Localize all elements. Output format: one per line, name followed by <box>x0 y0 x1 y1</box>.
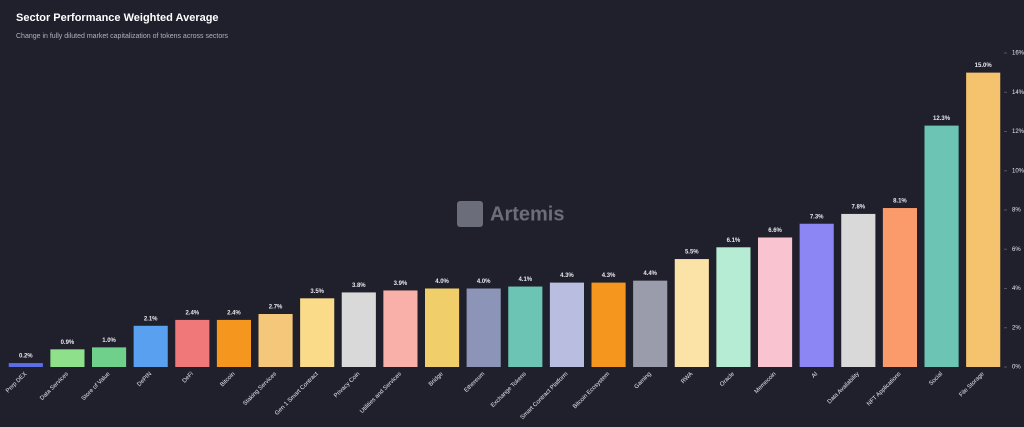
bar <box>341 292 376 367</box>
value-label: 4.1% <box>518 277 532 283</box>
bar <box>91 347 127 367</box>
value-label: 3.8% <box>352 283 366 289</box>
bar <box>549 282 585 367</box>
bar <box>633 280 668 367</box>
bar <box>133 325 168 367</box>
bar <box>8 363 43 367</box>
bar <box>674 259 709 367</box>
value-label: 1.0% <box>102 338 116 344</box>
bar <box>966 72 1001 367</box>
bar <box>175 319 210 367</box>
y-tick-label: 12% <box>1012 129 1024 135</box>
bar <box>258 314 293 367</box>
bar <box>591 282 626 367</box>
chart-title: Sector Performance Weighted Average <box>16 12 219 24</box>
y-tick-label: 4% <box>1012 286 1021 292</box>
bar <box>424 288 460 367</box>
bar <box>757 237 793 367</box>
y-tick-label: 8% <box>1012 208 1021 214</box>
y-tick-label: 6% <box>1012 247 1021 253</box>
value-label: 4.4% <box>643 271 657 277</box>
bar <box>466 288 501 367</box>
bar <box>882 208 918 367</box>
value-label: 2.4% <box>185 310 199 316</box>
value-label: 8.1% <box>893 199 907 205</box>
value-label: 2.4% <box>227 310 241 316</box>
y-tick-label: 2% <box>1012 325 1021 331</box>
value-label: 6.1% <box>727 238 741 244</box>
bar <box>383 290 418 367</box>
bar <box>716 247 751 367</box>
value-label: 4.0% <box>477 279 491 285</box>
value-label: 2.7% <box>269 305 283 311</box>
value-label: 4.3% <box>560 273 574 279</box>
chart-subtitle: Change in fully diluted market capitaliz… <box>16 33 229 40</box>
value-label: 4.3% <box>602 273 616 279</box>
bar <box>841 213 876 367</box>
bar <box>50 349 85 367</box>
value-label: 0.9% <box>61 340 75 346</box>
value-label: 3.9% <box>394 281 408 287</box>
value-label: 2.1% <box>144 316 158 322</box>
value-label: 15.0% <box>975 63 993 69</box>
watermark: Artemis <box>490 203 564 225</box>
y-tick-label: 10% <box>1012 168 1024 174</box>
bar <box>924 125 959 367</box>
y-tick-label: 0% <box>1012 365 1021 371</box>
watermark-logo <box>457 201 483 227</box>
value-label: 4.0% <box>435 279 449 285</box>
bar <box>508 286 543 367</box>
bar <box>799 223 834 367</box>
y-tick-label: 16% <box>1012 51 1024 57</box>
bar <box>300 298 335 367</box>
bar <box>216 319 252 367</box>
y-tick-label: 14% <box>1012 90 1024 96</box>
value-label: 5.5% <box>685 250 699 256</box>
value-label: 7.3% <box>810 214 824 220</box>
value-label: 12.3% <box>933 116 951 122</box>
value-label: 0.2% <box>19 354 33 360</box>
value-label: 6.6% <box>768 228 782 234</box>
value-label: 3.5% <box>310 289 324 295</box>
x-tick-label: AI <box>811 371 819 379</box>
value-label: 7.8% <box>851 205 865 211</box>
